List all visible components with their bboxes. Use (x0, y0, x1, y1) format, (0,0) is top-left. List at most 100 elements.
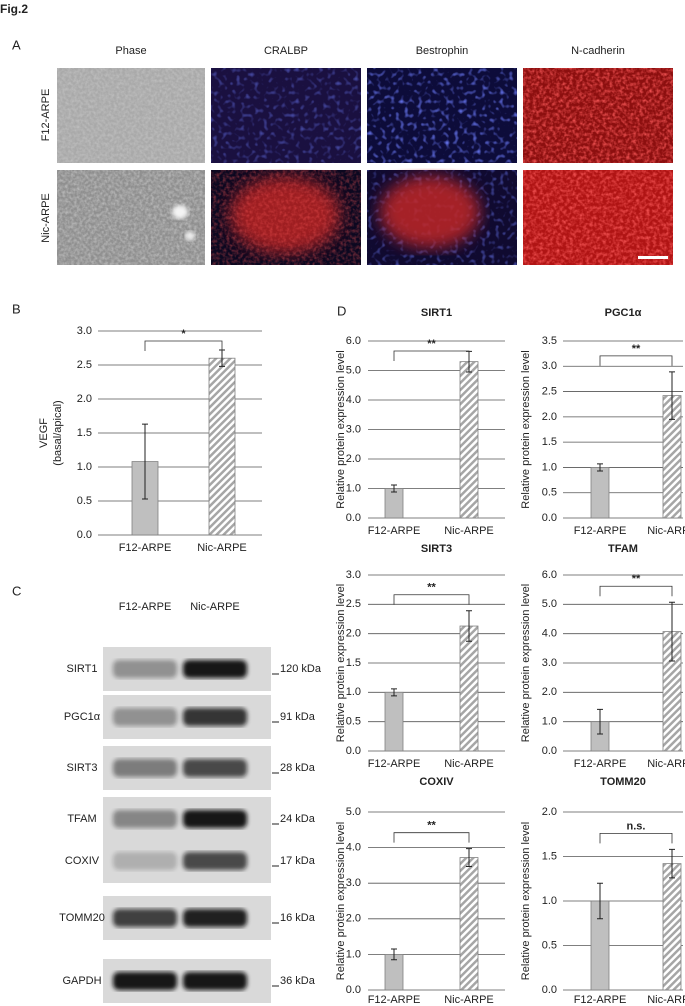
y-tick-label: 2.5 (346, 598, 361, 610)
y-tick-label: 1.0 (542, 895, 557, 907)
chart: COXIV Relative protein expression level 0.… (335, 776, 505, 1006)
column-header: CRALBP (264, 45, 308, 57)
figure-label: Fig.2 (0, 2, 28, 16)
y-tick-label: 1.5 (346, 657, 361, 669)
y-tick-label: 1.0 (542, 461, 557, 473)
y-tick-label: 2.5 (542, 385, 557, 397)
y-axis-label: Relative protein expression level (520, 822, 532, 980)
y-tick-label: 0.0 (346, 512, 361, 524)
band (113, 810, 177, 828)
y-axis-label: Relative protein expression level (335, 350, 347, 508)
error-bar (597, 882, 603, 920)
y-tick-label: 0.0 (346, 984, 361, 996)
protein-label: SIRT1 (67, 663, 98, 675)
x-tick-label: Nic-ARPE (444, 994, 494, 1006)
y-tick-label: 2.0 (77, 393, 92, 405)
y-tick-label: 0.5 (542, 939, 557, 951)
x-tick-label: F12-ARPE (574, 525, 627, 537)
significance-label: ** (632, 343, 641, 355)
y-tick-label: 3.0 (542, 657, 557, 669)
band (183, 810, 247, 828)
chart-title: SIRT3 (421, 543, 452, 555)
protein-label: TFAM (67, 813, 96, 825)
y-tick-label: 1.0 (77, 461, 92, 473)
x-tick-label: Nic-ARPE (197, 542, 247, 554)
band (183, 660, 247, 678)
size-label: 17 kDa (280, 855, 316, 867)
error-bar (466, 610, 472, 642)
y-axis-label: Relative protein expression level (520, 350, 532, 508)
error-bar (669, 601, 675, 662)
band (113, 852, 177, 870)
y-tick-label: 0.0 (542, 745, 557, 757)
significance-bracket (393, 350, 470, 361)
y-axis-label: Relative protein expression level (335, 584, 347, 742)
y-tick-label: 2.0 (542, 686, 557, 698)
chart-title: TOMM20 (600, 776, 646, 788)
column-header: Phase (115, 45, 146, 57)
y-tick-label: 2.0 (346, 913, 361, 925)
texture (57, 68, 205, 163)
y-tick-label: 3.5 (542, 335, 557, 347)
bar (208, 357, 236, 536)
chart: VEGF (basal/apical) 0.0 0.5 1.0 1.5 2.0 2.5 3.0 F… (38, 325, 262, 554)
y-tick-label: 5.0 (542, 598, 557, 610)
band (113, 972, 177, 990)
significance-bracket (393, 594, 470, 605)
band (113, 660, 177, 678)
y-tick-label: 1.5 (77, 427, 92, 439)
error-bar (142, 423, 148, 500)
y-tick-label: 0.0 (346, 745, 361, 757)
chart-title: PGC1α (605, 307, 642, 319)
y-tick-label: 2.0 (542, 806, 557, 818)
x-tick-label: Nic-ARPE (647, 758, 685, 770)
x-tick-label: Nic-ARPE (444, 758, 494, 770)
y-tick-label: 2.0 (542, 411, 557, 423)
y-tick-label: 2.0 (346, 628, 361, 640)
y-tick-label: 1.0 (346, 482, 361, 494)
bar (459, 625, 479, 752)
row-label: F12-ARPE (40, 89, 52, 142)
y-tick-label: 4.0 (346, 394, 361, 406)
y-tick-label: 0.0 (542, 512, 557, 524)
bar (384, 691, 404, 752)
x-tick-label: Nic-ARPE (647, 994, 685, 1006)
protein-label: TOMM20 (59, 912, 105, 924)
significance-bracket (144, 340, 223, 351)
significance-bracket (599, 585, 673, 597)
y-tick-label: 1.5 (542, 436, 557, 448)
texture (211, 68, 361, 163)
y-tick-label: 0.5 (346, 716, 361, 728)
band (183, 759, 247, 777)
error-bar (669, 848, 675, 879)
chart-title: SIRT1 (421, 307, 452, 319)
y-axis-label: VEGF (38, 418, 50, 448)
bar (662, 863, 682, 991)
protein-label: COXIV (65, 855, 100, 867)
y-tick-label: 2.0 (346, 453, 361, 465)
y-tick-label: 3.0 (346, 423, 361, 435)
y-tick-label: 3.0 (346, 877, 361, 889)
band (183, 852, 247, 870)
x-tick-label: F12-ARPE (119, 542, 172, 554)
y-tick-label: 4.0 (542, 628, 557, 640)
size-label: 120 kDa (280, 663, 322, 675)
bar (459, 857, 479, 991)
y-tick-label: 3.0 (542, 360, 557, 372)
chart: PGC1α Relative protein expression level 0.… (520, 307, 685, 537)
error-bar (597, 708, 603, 735)
y-tick-label: 0.0 (542, 984, 557, 996)
significance-label: * (181, 328, 186, 340)
error-bar (391, 484, 397, 493)
y-tick-label: 3.0 (346, 569, 361, 581)
error-bar (391, 688, 397, 697)
row-label: Nic-ARPE (40, 193, 52, 243)
texture (523, 68, 673, 163)
y-tick-label: 2.5 (77, 359, 92, 371)
band (113, 708, 177, 726)
lane-label: F12-ARPE (119, 601, 172, 613)
western-blot: F12-ARPE Nic-ARPE SIRT1 120 kDa PGC1α 91 kDa S… (59, 601, 322, 1003)
significance-label: ** (632, 573, 641, 585)
